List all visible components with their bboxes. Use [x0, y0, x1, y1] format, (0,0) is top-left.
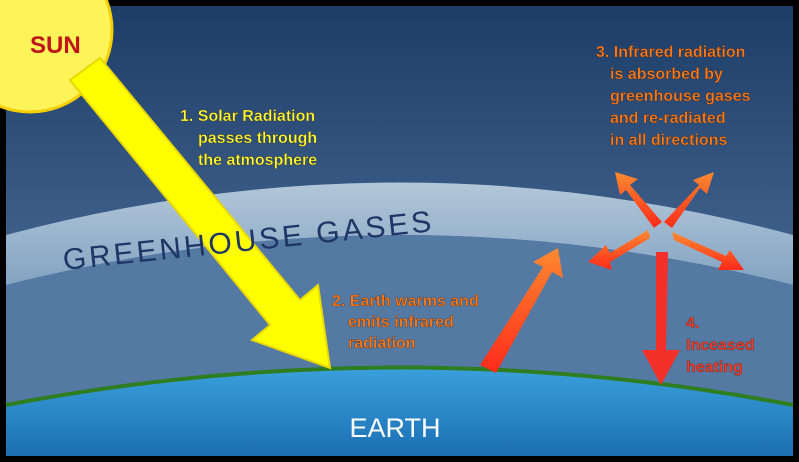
heating-arrow — [642, 252, 680, 385]
earth-horizon — [5, 365, 794, 407]
sun-label: SUN — [30, 32, 81, 59]
step-text: greenhouse gases — [610, 88, 751, 105]
earth-surface — [6, 367, 793, 456]
step-text: 3. Infrared radiation — [596, 44, 745, 61]
step-text: is absorbed by — [610, 66, 723, 83]
step-text: radiation — [348, 335, 416, 352]
ir-arrows — [480, 172, 744, 385]
step-text: 1. Solar Radiation — [180, 108, 315, 125]
earth-label: EARTH — [349, 413, 440, 443]
reradiate-arrow — [664, 172, 714, 228]
reradiate-arrow — [588, 230, 650, 270]
reradiate-arrow — [672, 232, 744, 270]
step-text: in all directions — [610, 132, 727, 149]
step-text: 4. — [686, 315, 699, 332]
step-text: 2. Earth warms and — [332, 293, 479, 310]
step-text: emits infrared — [348, 314, 454, 331]
solar-arrow — [68, 56, 332, 370]
emitted-arrow — [480, 248, 563, 373]
step-text: Inceased — [686, 337, 754, 354]
step-text: and re-radiated — [610, 110, 726, 127]
step-text: passes through — [198, 130, 317, 147]
reradiate-arrow — [615, 172, 662, 228]
step-labels: 1. Solar Radiation passes through the atmo… — [180, 44, 755, 376]
step-text: the atmosphere — [198, 152, 317, 169]
step-text: heating — [686, 359, 743, 376]
